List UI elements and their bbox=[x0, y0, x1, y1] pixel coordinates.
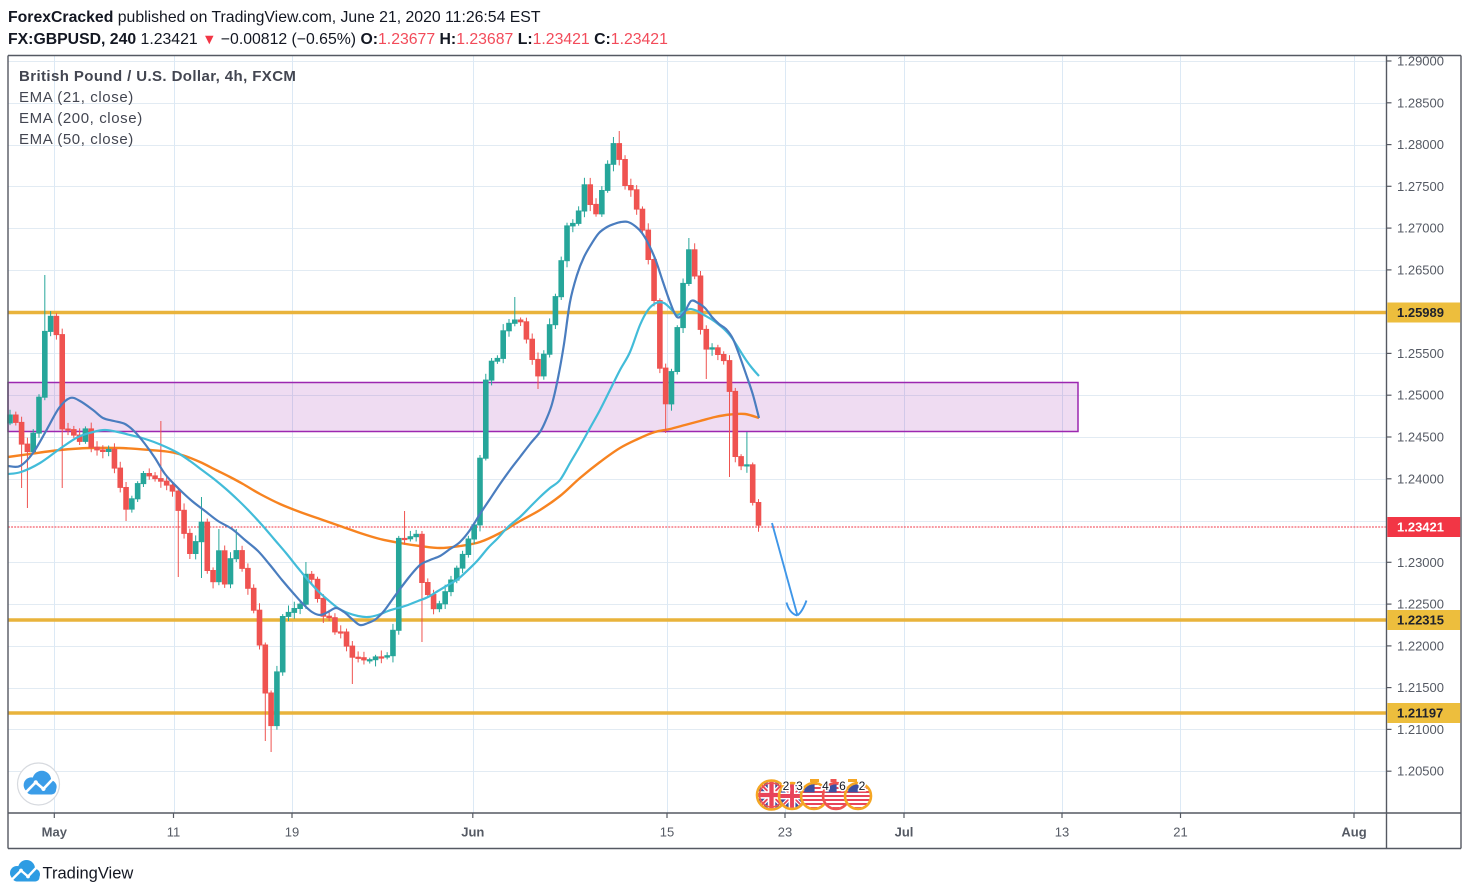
svg-text:EMA (200, close): EMA (200, close) bbox=[19, 110, 143, 127]
svg-text:23: 23 bbox=[778, 825, 792, 840]
svg-text:Jul: Jul bbox=[895, 825, 914, 840]
svg-text:British Pound / U.S. Dollar, 4: British Pound / U.S. Dollar, 4h, FXCM bbox=[19, 68, 296, 85]
svg-text:ForexCracked published on Trad: ForexCracked published on TradingView.co… bbox=[8, 9, 541, 26]
svg-text:EMA (21, close): EMA (21, close) bbox=[19, 89, 134, 106]
svg-text:2: 2 bbox=[783, 779, 790, 793]
svg-text:13: 13 bbox=[1055, 825, 1069, 840]
svg-text:1.25989: 1.25989 bbox=[1397, 305, 1444, 320]
svg-text:1.28500: 1.28500 bbox=[1397, 95, 1444, 110]
svg-text:Jun: Jun bbox=[461, 825, 484, 840]
svg-text:15: 15 bbox=[660, 825, 674, 840]
svg-text:1.24000: 1.24000 bbox=[1397, 471, 1444, 486]
svg-text:1.22315: 1.22315 bbox=[1397, 613, 1444, 628]
svg-text:1.25000: 1.25000 bbox=[1397, 388, 1444, 403]
svg-text:May: May bbox=[42, 825, 68, 840]
svg-text:1.28000: 1.28000 bbox=[1397, 137, 1444, 152]
svg-text:EMA (50, close): EMA (50, close) bbox=[19, 131, 134, 148]
svg-text:FX:GBPUSD, 240 1.23421 ▼ −0.0: FX:GBPUSD, 240 1.23421 ▼ −0.00812 (−0.65… bbox=[8, 31, 668, 48]
svg-text:1.23421: 1.23421 bbox=[1397, 520, 1444, 535]
svg-text:19: 19 bbox=[285, 825, 299, 840]
svg-text:6: 6 bbox=[839, 779, 846, 793]
svg-text:1.25500: 1.25500 bbox=[1397, 346, 1444, 361]
svg-text:1.22000: 1.22000 bbox=[1397, 638, 1444, 653]
svg-text:1.22500: 1.22500 bbox=[1397, 597, 1444, 612]
svg-text:4: 4 bbox=[822, 779, 829, 793]
svg-text:21: 21 bbox=[1173, 825, 1187, 840]
svg-text:2: 2 bbox=[859, 779, 866, 793]
svg-text:Aug: Aug bbox=[1341, 825, 1366, 840]
svg-text:1.21500: 1.21500 bbox=[1397, 680, 1444, 695]
svg-text:1.20500: 1.20500 bbox=[1397, 764, 1444, 779]
svg-text:TradingView: TradingView bbox=[43, 865, 134, 883]
svg-text:1.27000: 1.27000 bbox=[1397, 221, 1444, 236]
svg-text:1.21000: 1.21000 bbox=[1397, 722, 1444, 737]
svg-text:1.21197: 1.21197 bbox=[1397, 706, 1443, 721]
svg-text:1.29000: 1.29000 bbox=[1397, 54, 1444, 69]
svg-text:1.24500: 1.24500 bbox=[1397, 430, 1444, 445]
svg-text:3: 3 bbox=[796, 779, 803, 793]
svg-text:1.23000: 1.23000 bbox=[1397, 555, 1444, 570]
svg-text:1.26500: 1.26500 bbox=[1397, 262, 1444, 277]
svg-text:11: 11 bbox=[167, 825, 181, 840]
svg-text:1.27500: 1.27500 bbox=[1397, 179, 1444, 194]
